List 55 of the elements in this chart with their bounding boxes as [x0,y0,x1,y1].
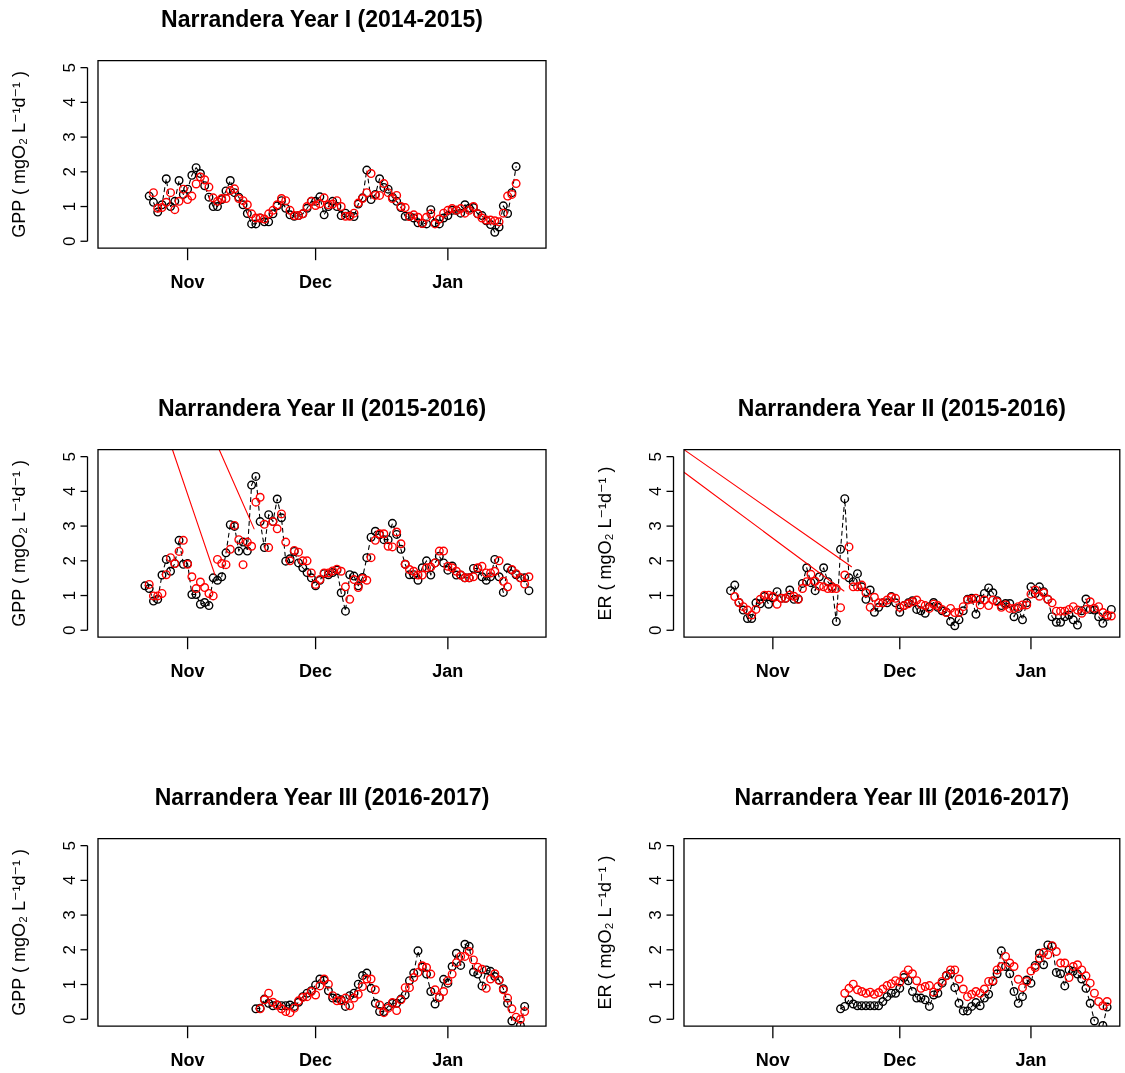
y-tick-label: 5 [59,451,79,462]
y-tick-label: 0 [59,1014,79,1024]
y-tick-label: 4 [59,486,79,497]
x-tick-label: Dec [883,661,917,682]
y-axis-title: ER ( mgO₂ L⁻¹d⁻¹ ) [594,466,615,621]
x-tick-label: Dec [299,661,333,682]
y-tick-label: 3 [59,132,79,142]
x-tick-label: Jan [432,272,464,293]
x-tick-label: Nov [170,1050,205,1071]
y-tick-label: 0 [59,236,79,246]
chart-title: Narrandera Year I (2014-2015) [161,6,483,33]
x-tick-label: Dec [299,272,333,293]
x-tick-label: Jan [1015,1050,1047,1071]
x-tick-label: Nov [755,661,790,682]
x-tick-label: Dec [299,1050,333,1071]
y-tick-label: 3 [59,910,79,920]
y-tick-label: 5 [59,840,79,851]
x-tick-label: Jan [432,661,464,682]
x-tick-label: Jan [1015,661,1047,682]
y-tick-label: 2 [645,945,665,955]
y-tick-label: 1 [645,979,665,990]
y-tick-label: 0 [645,1014,665,1024]
y-tick-label: 2 [59,556,79,566]
y-tick-label: 3 [645,521,665,531]
chart-title: Narrandera Year III (2016-2017) [734,784,1070,811]
y-tick-label: 2 [59,167,79,177]
x-tick-label: Dec [883,1050,917,1071]
y-axis-title: GPP ( mgO₂ L⁻¹d⁻¹ ) [8,71,29,238]
y-tick-label: 1 [645,590,665,601]
x-tick-label: Nov [755,1050,790,1071]
chart-title: Narrandera Year II (2015-2016) [737,395,1066,422]
chart-title: Narrandera Year III (2016-2017) [154,784,490,811]
y-tick-label: 3 [645,910,665,920]
y-axis-title: GPP ( mgO₂ L⁻¹d⁻¹ ) [8,460,29,627]
x-tick-label: Jan [432,1050,464,1071]
y-tick-label: 5 [645,451,665,462]
x-tick-label: Nov [170,661,205,682]
y-tick-label: 0 [59,625,79,635]
y-tick-label: 1 [59,201,79,212]
y-tick-label: 0 [645,625,665,635]
y-tick-label: 2 [645,556,665,566]
y-tick-label: 1 [59,979,79,990]
x-tick-label: Nov [170,272,205,293]
chart-title: Narrandera Year II (2015-2016) [157,395,487,422]
y-tick-label: 2 [59,945,79,955]
y-tick-label: 4 [59,97,79,108]
y-tick-label: 1 [59,590,79,601]
y-axis-title: GPP ( mgO₂ L⁻¹d⁻¹ ) [8,849,29,1016]
y-tick-label: 3 [59,521,79,531]
y-tick-label: 5 [59,62,79,73]
y-tick-label: 4 [59,875,79,886]
y-axis-title: ER ( mgO₂ L⁻¹d⁻¹ ) [594,855,615,1010]
y-tick-label: 4 [645,875,665,886]
y-tick-label: 4 [645,486,665,497]
y-tick-label: 5 [645,840,665,851]
